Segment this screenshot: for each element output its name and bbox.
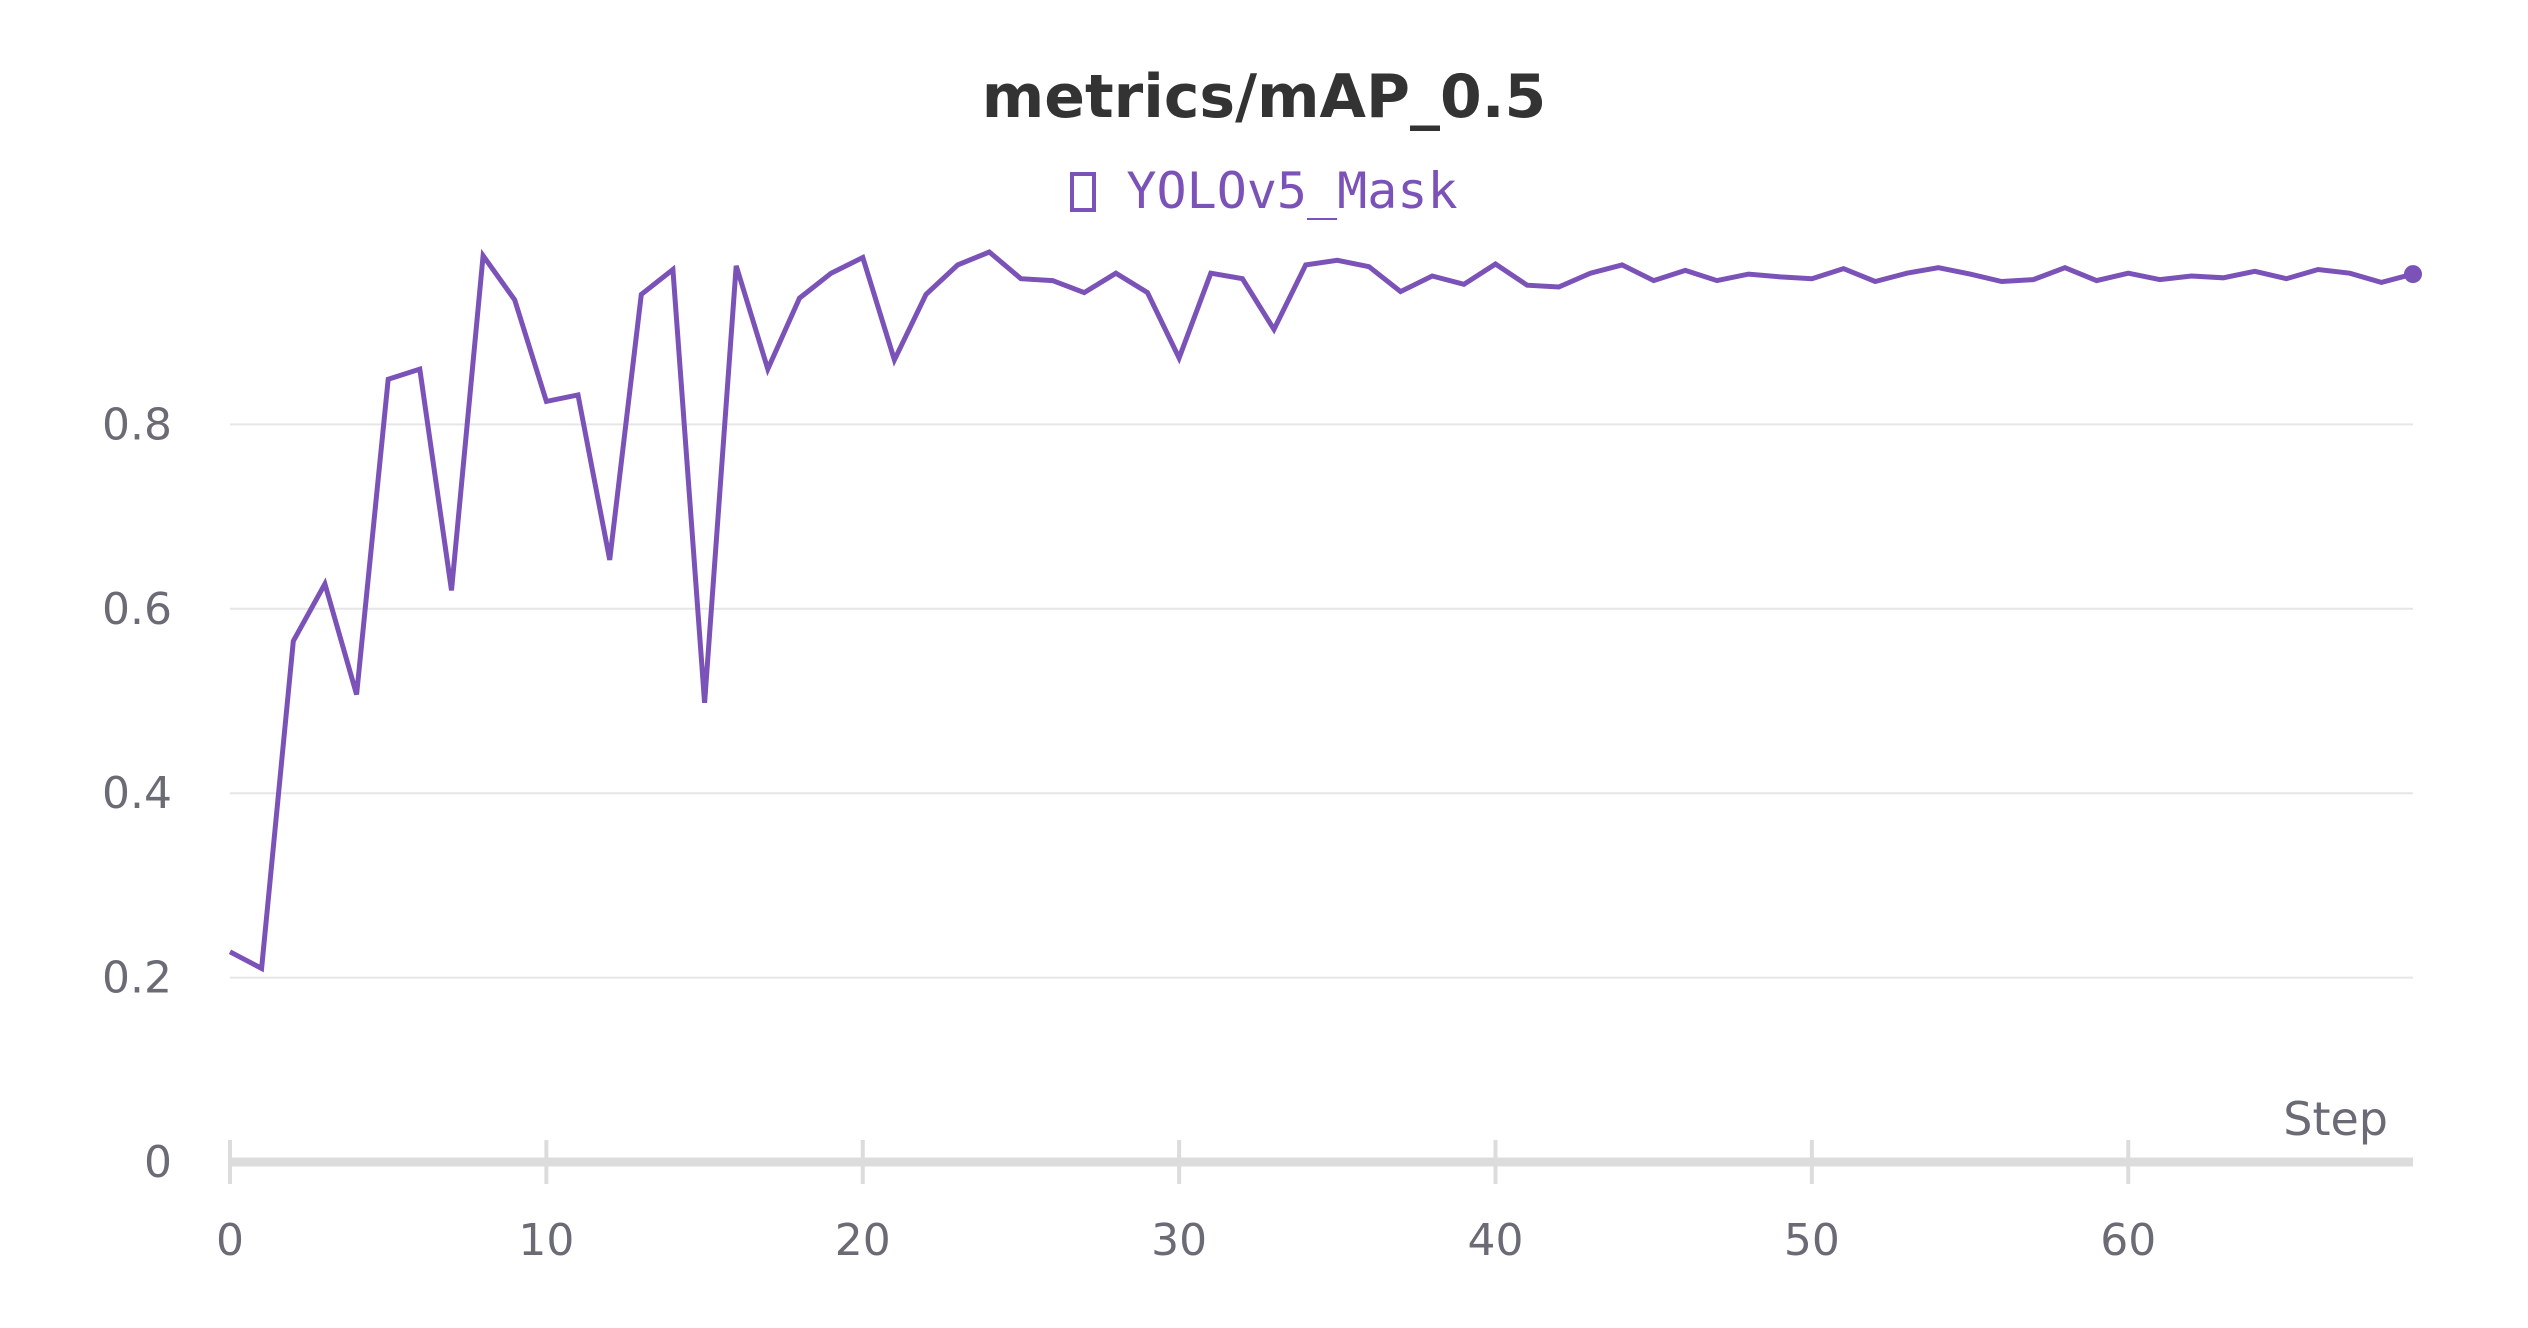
series-line [228,248,2414,973]
x-tick-label: 10 [518,1215,574,1266]
y-tick-label: 0.6 [102,584,172,635]
y-tick-label: 0.4 [102,768,172,819]
x-tick-label: 30 [1151,1215,1207,1266]
x-tick-label: 40 [1468,1215,1524,1266]
y-tick-label: 0.8 [102,399,172,450]
chart-title: metrics/mAP_0.5 [981,62,1547,132]
y-tick-label: 0.2 [102,953,172,1004]
x-tick-label: 60 [2100,1215,2156,1266]
legend-swatch [1070,172,1097,212]
legend-entry-label: YOLOv5_Mask [1126,162,1458,220]
series-end-point [2404,265,2422,284]
x-tick-label: 20 [835,1215,891,1266]
x-tick-label: 0 [216,1215,244,1266]
y-tick-label: 0 [144,1137,172,1188]
x-tick-label: 50 [1784,1215,1840,1266]
x-axis-title: Step [2283,1092,2388,1146]
legend: YOLOv5_Mask [0,162,2528,220]
